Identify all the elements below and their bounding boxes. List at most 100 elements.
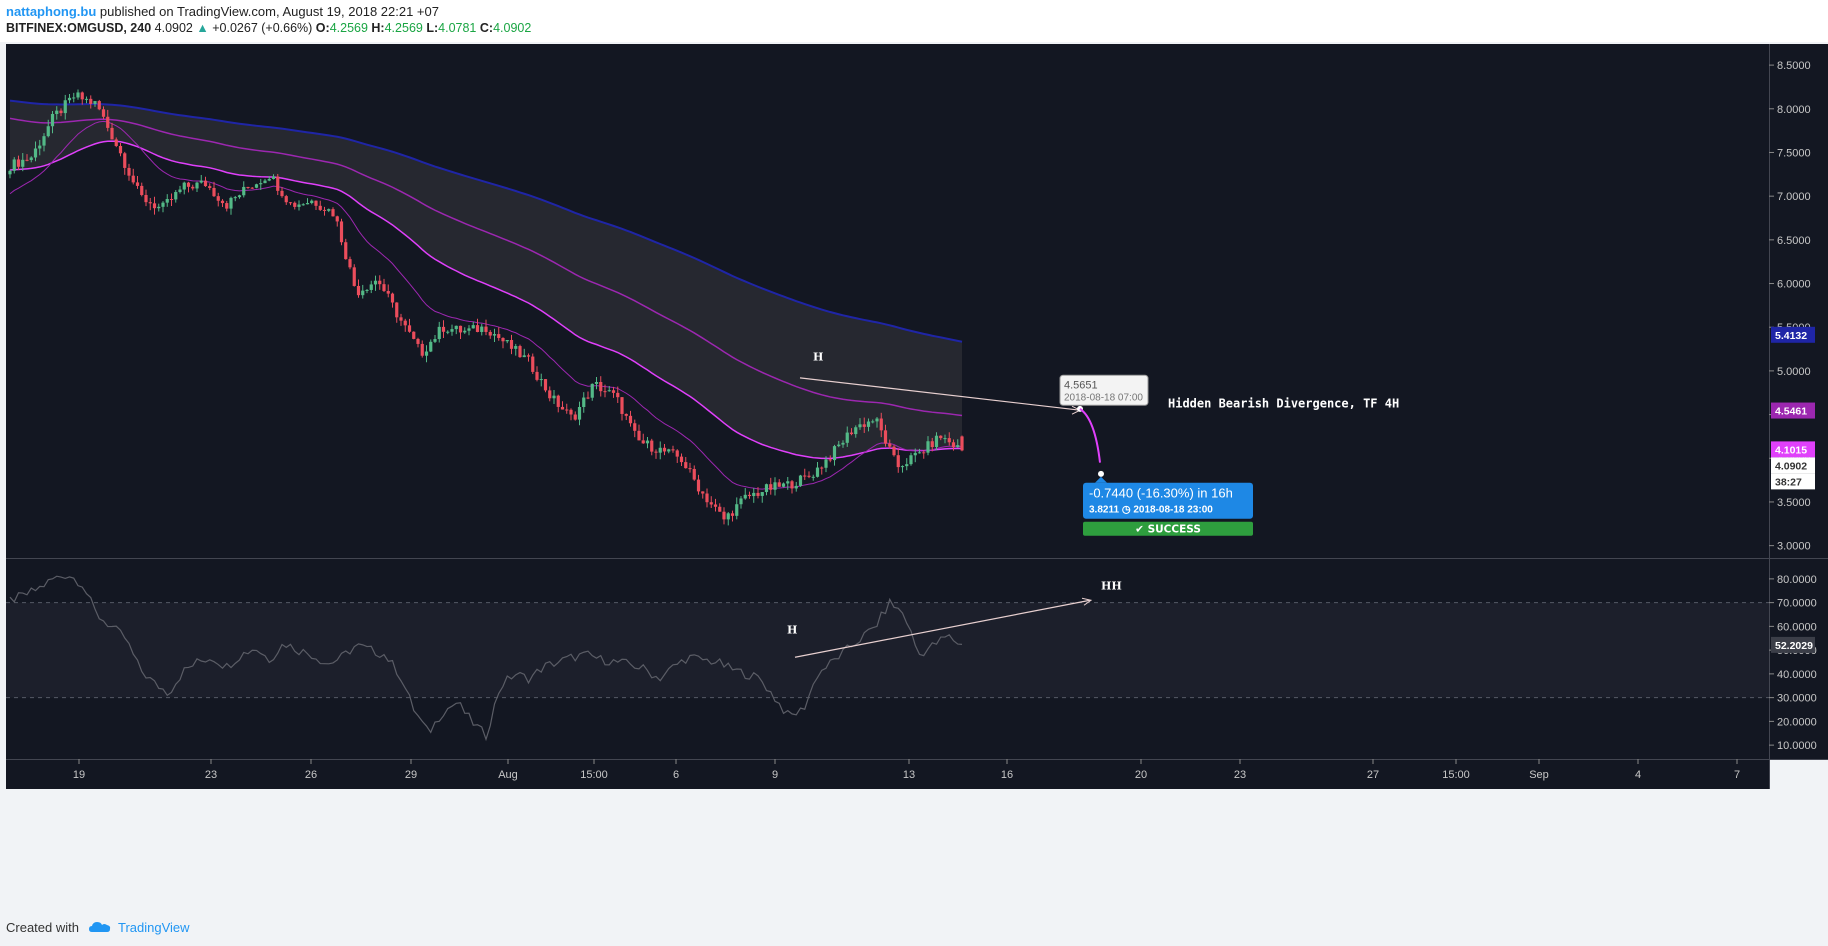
candle [930,437,934,452]
candle [607,386,611,392]
candle-body [594,381,599,384]
candle [127,163,131,181]
candle-body [42,136,46,146]
candle [509,334,514,355]
candle-body [701,491,705,494]
candle-body [739,498,743,505]
candle [943,434,947,444]
candle-body [611,390,616,393]
candle [373,275,378,291]
candle-body [654,451,658,453]
candle [633,419,637,438]
symbol-line: BITFINEX:OMGUSD, 240 4.0902 ▲ +0.0267 (+… [6,21,531,35]
candle [794,481,798,492]
candle [883,424,888,447]
tradingview-cloud-icon[interactable] [88,919,112,935]
rsi-tick-label: 10.0000 [1777,740,1817,752]
candle [518,344,522,358]
candle-body [582,397,586,407]
candle-body [369,284,373,290]
low-value: 4.0781 [438,21,477,35]
success-label: ✔ SUCCESS [1135,524,1201,536]
candle [114,137,118,148]
candle [250,187,254,189]
candle-body [943,438,947,440]
ema-price-badge: 5.4132 [1771,326,1815,343]
last-price-badge: 4.0902 [1771,457,1815,474]
candle-body [803,475,807,477]
time-tick-label: 23 [205,769,217,781]
candle [93,101,97,107]
candle-body [735,504,739,516]
success-bg [1083,521,1253,536]
candle [169,193,174,206]
candle-body [203,180,208,187]
rsi-tick-label: 60.0000 [1777,621,1817,633]
price-pane[interactable] [6,44,1769,558]
price-tick-label: 3.5000 [1777,497,1811,509]
candle-body [344,242,348,260]
candle [956,439,960,448]
candle-body [633,423,637,431]
footer-bar: Created with TradingView [0,912,1828,946]
chart-area[interactable]: 8.50008.00007.50007.00006.50006.00005.50… [0,42,1828,912]
rsi-badge: 52.2029 [1771,636,1815,653]
time-tick-label: 15:00 [1442,769,1470,781]
candle-body [866,421,871,427]
candle-body [862,424,866,427]
candle-body [293,202,297,207]
candle [888,439,892,449]
candle [21,153,25,172]
rsi-arrow-icon [1081,597,1093,606]
candle [939,435,943,441]
candle [650,438,654,456]
tradingview-link[interactable]: TradingView [118,920,190,935]
candle-body [492,334,497,336]
candle-body [348,259,352,268]
candle-body [475,325,480,332]
candle-body [233,197,237,199]
candle-body [395,302,399,318]
publish-line: nattaphong.bu published on TradingView.c… [6,4,439,19]
time-axis[interactable] [6,759,1769,789]
candle [900,465,905,473]
candle-body [110,127,114,140]
candle [777,479,781,487]
candle [951,439,956,451]
candle [709,496,713,508]
candle-body [565,409,569,411]
candle-body [939,435,943,439]
author-link[interactable]: nattaphong.bu [6,4,97,19]
candle [879,412,883,438]
success-badge: ✔ SUCCESS [1083,521,1253,536]
candle-body [947,438,951,443]
candle-body [769,484,773,490]
candle-body [25,159,29,161]
rsi-hh-label: HH [1101,580,1122,593]
candle [565,403,569,414]
candle [845,426,849,447]
candle [212,181,216,197]
candle-body [254,184,259,188]
candle-body [327,209,331,211]
candle-body [135,182,140,186]
symbol-name[interactable]: BITFINEX:OMGUSD, 240 [6,21,152,35]
candle-body [127,167,131,176]
candle-body [480,326,484,332]
price-tick-label: 7.5000 [1777,147,1811,159]
candle-body [777,482,781,487]
candle-body [378,280,382,285]
open-label: O: [315,21,330,35]
candle [926,436,930,456]
candle-body [148,202,152,204]
candle [356,279,361,298]
candle [63,94,67,120]
candle-body [314,200,318,206]
candle [505,339,509,344]
candle [318,200,322,211]
candle-body [84,98,89,100]
candle [407,318,412,333]
candle [101,106,106,120]
ema-magenta-line [9,140,963,460]
price-trend-line [799,377,1081,411]
